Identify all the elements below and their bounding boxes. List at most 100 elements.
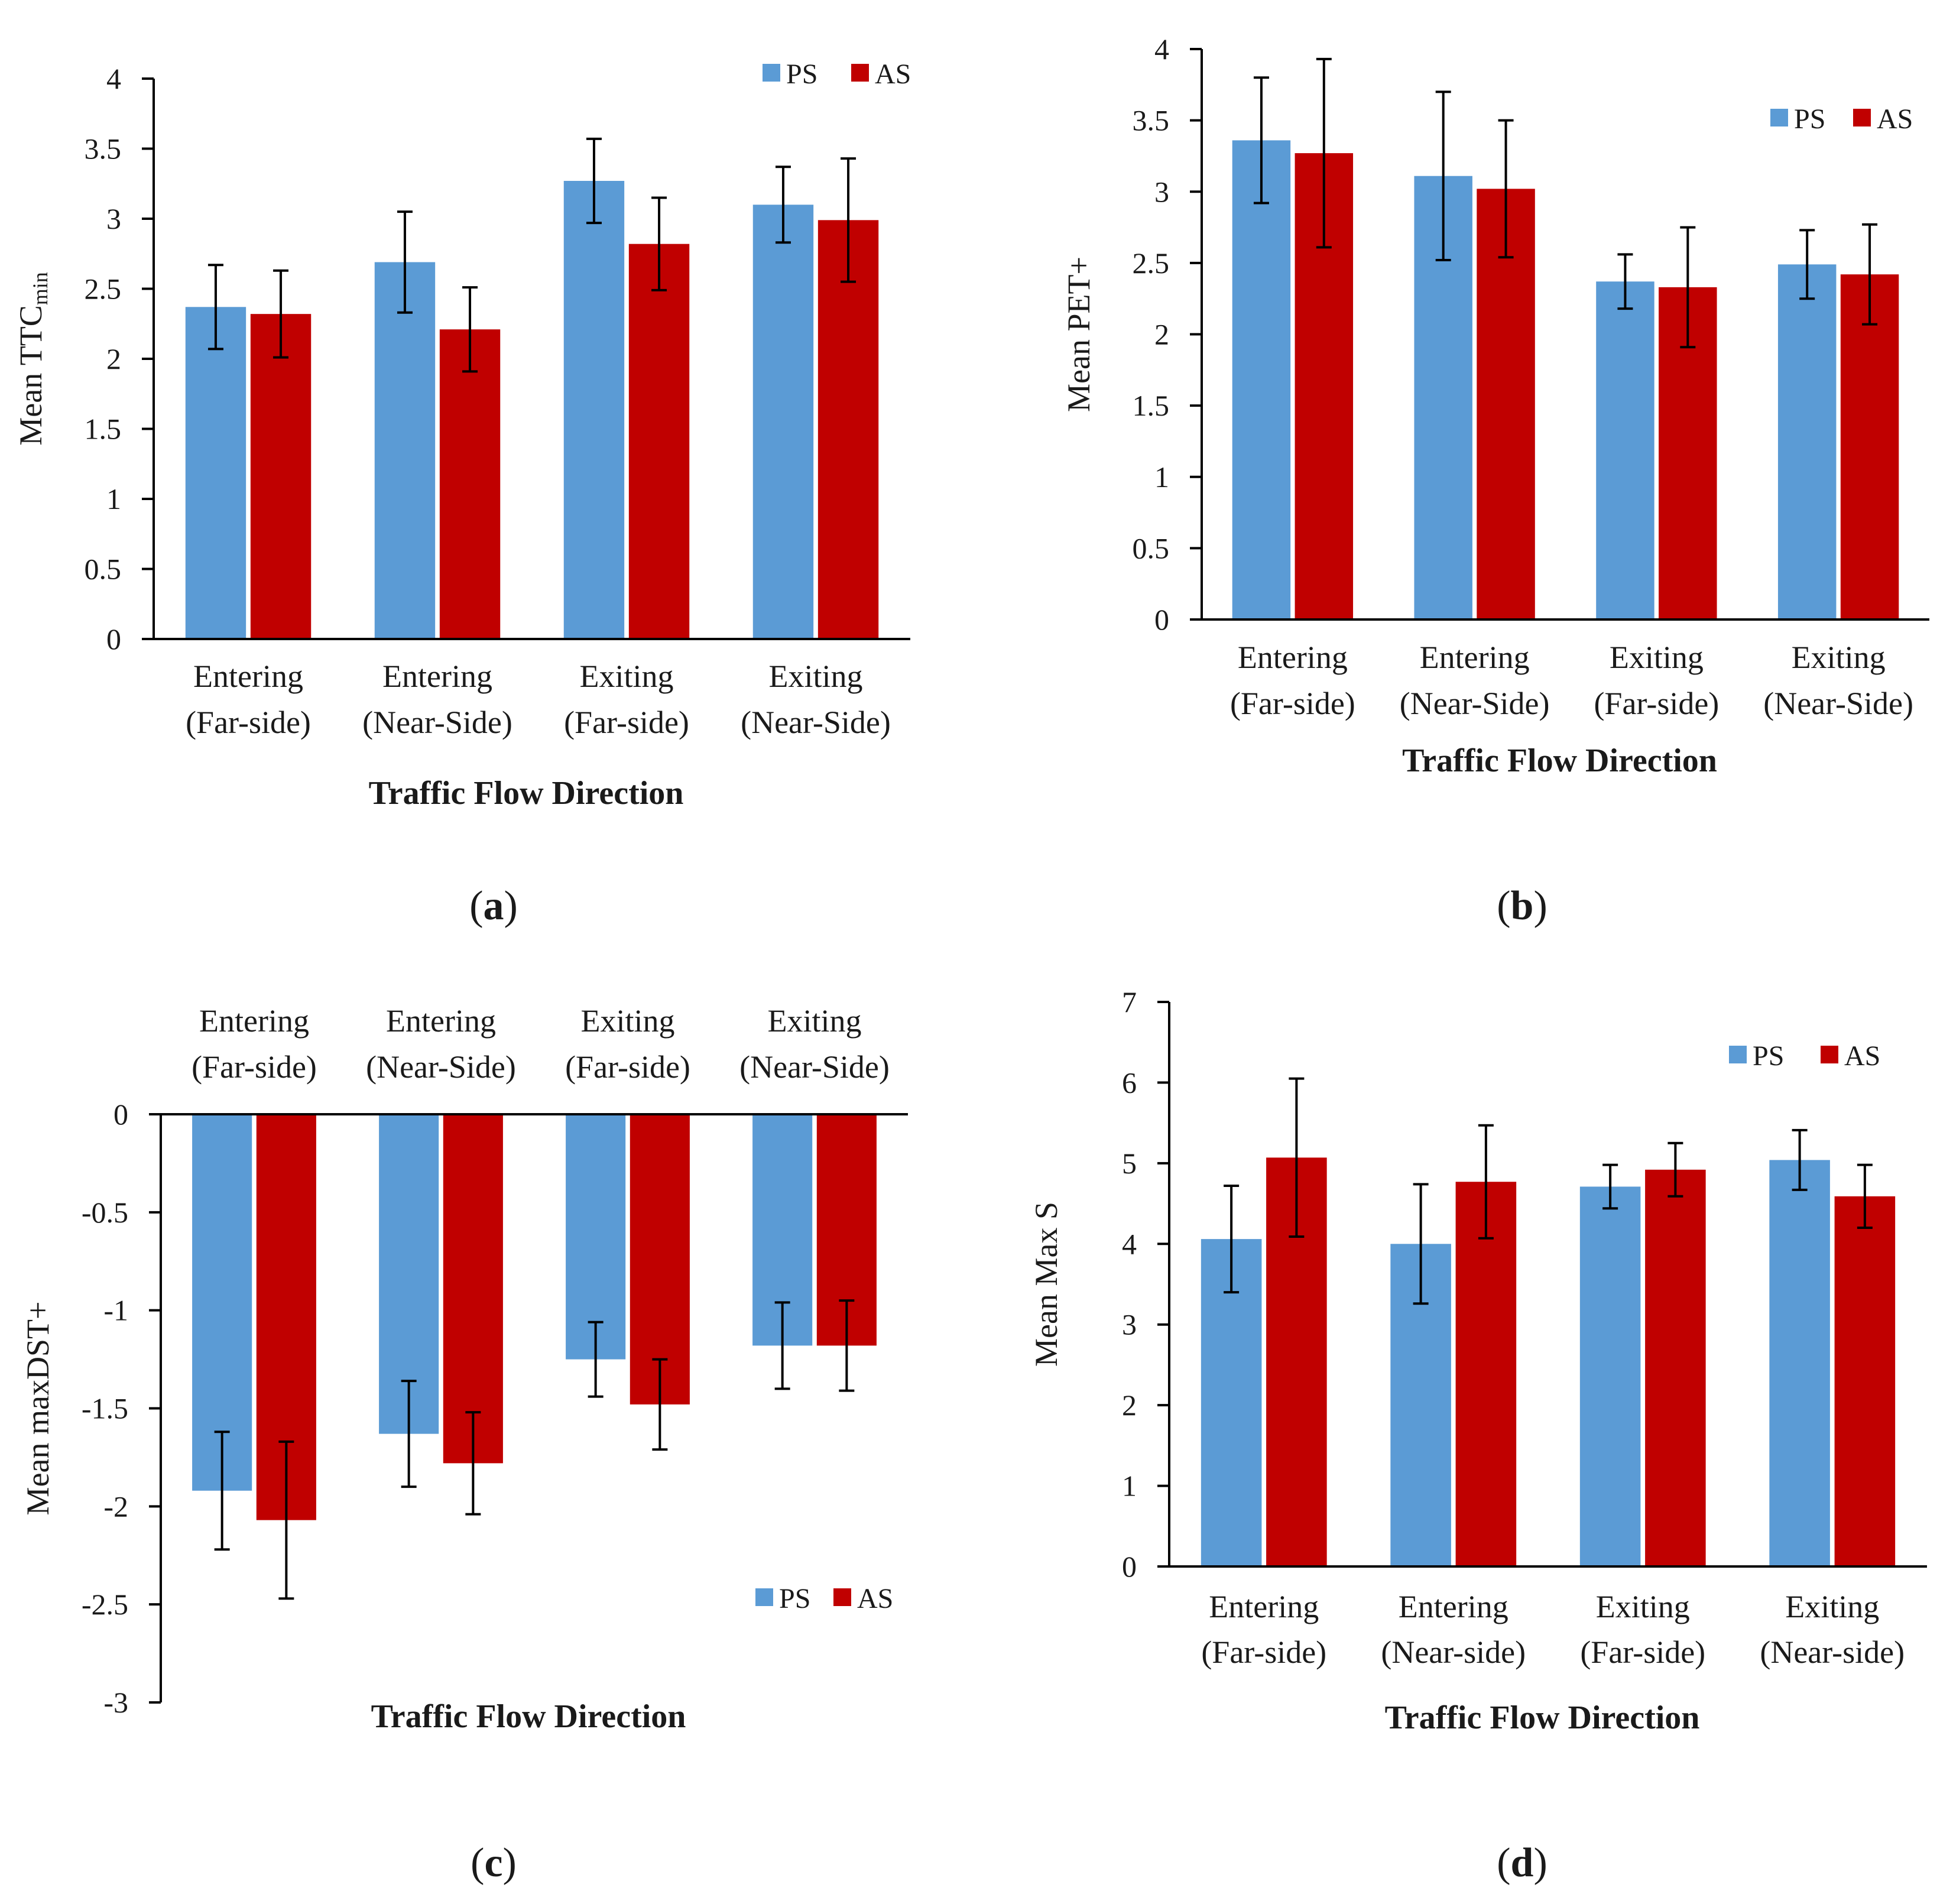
category-sublabel-3: (Far-side)	[1580, 1634, 1705, 1670]
y-tick-label: 4	[1122, 1227, 1137, 1260]
bar-as-4	[1840, 274, 1899, 619]
category-label-1: Entering	[1238, 640, 1348, 675]
error-bar-as-1	[273, 269, 289, 359]
panel-label: (a)	[469, 883, 518, 929]
error-bar-ps-4	[1792, 1128, 1808, 1191]
legend: PS AS	[1729, 1040, 1880, 1072]
error-bar-ps-4	[775, 166, 791, 244]
y-tick-label: 0	[113, 1098, 128, 1131]
error-bar-ps-3	[1617, 253, 1633, 310]
legend-swatch-as	[833, 1588, 851, 1606]
legend: PS AS	[1770, 103, 1913, 135]
y-tick-label: 0	[1122, 1550, 1137, 1583]
bar-ps-3	[566, 1114, 626, 1360]
y-tick-label: -1.5	[82, 1392, 128, 1425]
y-tick-label: 1	[1154, 460, 1169, 494]
legend-swatch-ps	[755, 1588, 773, 1606]
error-bar-ps-1	[1224, 1185, 1240, 1294]
legend: PS AS	[763, 59, 911, 90]
y-tick-label: 0	[106, 622, 121, 656]
error-bar-ps-2	[401, 1380, 417, 1488]
y-tick-label: 3	[1122, 1308, 1137, 1341]
chart-panel-a: Entering (Far-side) Entering (Near-Side) Exi…	[13, 59, 911, 929]
category-label-3: Exiting	[580, 659, 674, 694]
chart-panel-d: Entering (Far-side) Entering (Near-side) Exi…	[1029, 985, 1927, 1886]
category-sublabel-1: (Far-side)	[186, 705, 311, 740]
y-tick-label: 2	[106, 342, 121, 375]
error-bar-as-4	[1862, 223, 1878, 326]
bar-ps-1	[1201, 1239, 1262, 1566]
y-tick-label: 5	[1122, 1147, 1137, 1180]
category-sublabel-4: (Near-side)	[1760, 1634, 1905, 1670]
error-bar-ps-1	[214, 1431, 230, 1551]
error-bar-as-1	[278, 1440, 294, 1600]
error-bar-as-3	[651, 196, 667, 291]
chart-panel-b: Entering (Far-side) Entering (Near-Side) Exi…	[1061, 33, 1929, 929]
category-label-1: Entering	[1209, 1589, 1319, 1624]
bar-as-3	[628, 244, 690, 639]
legend-label-ps: PS	[1794, 103, 1825, 135]
category-sublabel-1: (Far-side)	[192, 1049, 317, 1085]
legend-swatch-as	[851, 64, 869, 82]
error-bar-as-1	[1289, 1077, 1305, 1238]
legend-label-as: AS	[875, 59, 911, 90]
error-bar-as-3	[1680, 226, 1696, 349]
error-bar-as-4	[839, 1299, 855, 1392]
category-label-1: Entering	[193, 659, 303, 694]
bar-ps-4	[1769, 1160, 1830, 1566]
bar-as-3	[1645, 1169, 1706, 1566]
y-tick-label: -1	[103, 1294, 128, 1327]
category-label-4: Exiting	[768, 1003, 862, 1039]
category-sublabel-1: (Far-side)	[1230, 686, 1355, 721]
category-label-3: Exiting	[1596, 1589, 1690, 1624]
legend-swatch-ps	[1729, 1046, 1747, 1063]
y-tick-label: 2.5	[1133, 246, 1170, 280]
category-sublabel-2: (Near-Side)	[1400, 686, 1550, 721]
y-tick-label: 2	[1122, 1389, 1137, 1422]
category-sublabel-2: (Near-side)	[1381, 1634, 1526, 1670]
bar-as-2	[439, 329, 501, 639]
x-axis-label: Traffic Flow Direction	[1385, 1699, 1700, 1736]
y-tick-label: -2	[103, 1490, 128, 1523]
legend-swatch-as	[1821, 1046, 1838, 1063]
y-tick-label: 6	[1122, 1066, 1137, 1099]
error-bar-as-1	[1316, 57, 1332, 249]
panel-label: (d)	[1497, 1840, 1548, 1886]
y-tick-label: 4	[106, 62, 121, 95]
bar-as-2	[443, 1114, 503, 1464]
y-tick-label: 1.5	[85, 413, 122, 446]
x-axis-label: Traffic Flow Direction	[371, 1698, 686, 1735]
error-bar-as-2	[465, 1411, 481, 1516]
category-label-4: Exiting	[1785, 1589, 1879, 1624]
error-bar-ps-2	[1435, 90, 1451, 262]
legend-label-as: AS	[857, 1583, 893, 1614]
error-bar-ps-3	[588, 1321, 604, 1398]
error-bar-as-2	[1478, 1124, 1494, 1240]
legend-label-ps: PS	[779, 1583, 810, 1614]
category-sublabel-4: (Near-Side)	[739, 1049, 890, 1085]
bar-as-4	[817, 220, 879, 639]
error-bar-ps-2	[397, 210, 413, 314]
bar-ps-3	[1579, 1186, 1641, 1566]
legend-swatch-ps	[763, 64, 780, 82]
y-tick-label: 3	[106, 202, 121, 235]
error-bar-as-4	[841, 157, 857, 283]
y-tick-label: 2.5	[85, 273, 122, 306]
error-bar-ps-4	[774, 1301, 790, 1390]
bar-ps-2	[374, 262, 436, 640]
y-tick-label: 3	[1154, 175, 1169, 208]
bar-as-4	[1834, 1196, 1896, 1566]
bar-ps-1	[192, 1114, 252, 1491]
error-bar-ps-4	[1799, 229, 1815, 300]
category-sublabel-3: (Far-side)	[564, 705, 689, 740]
category-sublabel-4: (Near-Side)	[1763, 686, 1913, 721]
y-axis-label: Mean TTCmin	[13, 272, 52, 445]
bar-ps-1	[1232, 140, 1291, 619]
error-bar-as-2	[462, 286, 478, 373]
y-tick-label: -3	[103, 1686, 128, 1719]
panel-label: (b)	[1497, 883, 1548, 929]
bar-ps-3	[563, 181, 625, 639]
category-label-2: Entering	[1420, 640, 1530, 675]
category-label-2: Entering	[382, 659, 492, 694]
